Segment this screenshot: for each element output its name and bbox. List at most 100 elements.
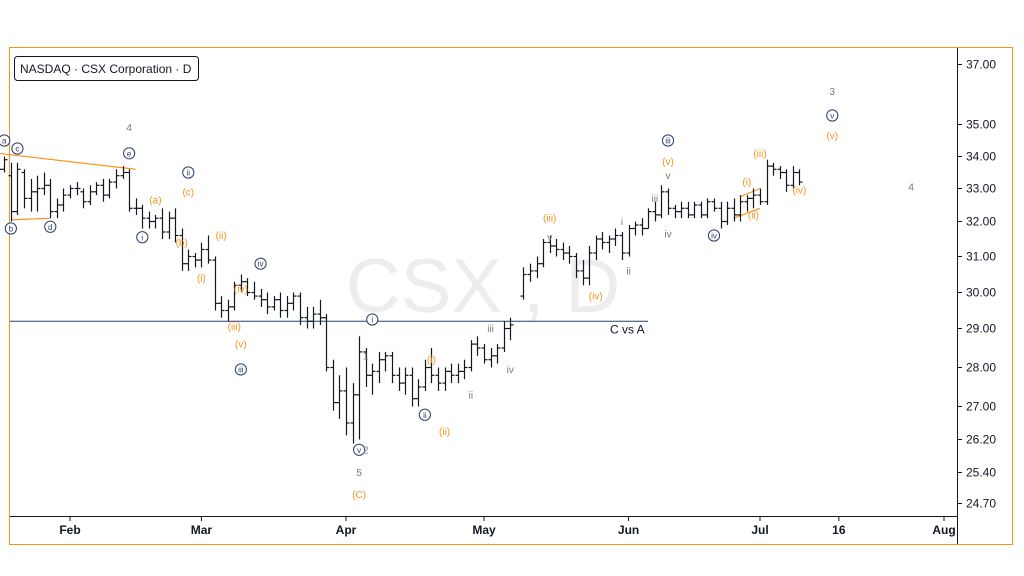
- ohlc-bar: [382, 351, 389, 372]
- wave-label-circled: e: [123, 147, 136, 160]
- wave-label: (iii): [543, 214, 556, 225]
- svg-text:e: e: [127, 149, 132, 158]
- wave-label: (C): [352, 490, 366, 501]
- wave-label: ii: [469, 390, 473, 401]
- ohlc-bar: [645, 208, 652, 230]
- ohlc-bar: [146, 211, 153, 229]
- y-tick-label: 25.40: [966, 466, 996, 480]
- ohlc-bar: [566, 246, 573, 264]
- svg-text:c: c: [15, 145, 19, 154]
- y-tick-label: 27.00: [966, 400, 996, 414]
- wave-label: (ii): [439, 427, 450, 438]
- ohlc-bar: [244, 278, 251, 297]
- wave-label: (i): [427, 355, 436, 366]
- ohlc-bar: [126, 169, 133, 212]
- ohlc-bar: [14, 162, 21, 215]
- ohlc-bar: [632, 221, 639, 236]
- ohlc-bar: [678, 201, 685, 219]
- wave-label: (v): [235, 340, 247, 351]
- wave-label: 5: [356, 468, 362, 479]
- ohlc-bar: [343, 367, 350, 436]
- wave-label: 4: [908, 182, 914, 193]
- y-tick-label: 26.20: [966, 433, 996, 447]
- ohlc-bar: [402, 367, 409, 395]
- symbol-legend-text: NASDAQ · CSX Corporation · D: [20, 62, 192, 76]
- ohlc-bar: [652, 201, 659, 222]
- ohlc-bars: [0, 156, 803, 444]
- ohlc-bar: [422, 359, 429, 391]
- ohlc-bar: [665, 188, 672, 215]
- ohlc-bar: [796, 169, 803, 186]
- ohlc-bar: [172, 208, 179, 243]
- ohlc-bar: [396, 367, 403, 391]
- ohlc-bar: [764, 159, 771, 205]
- ohlc-bar: [330, 359, 337, 411]
- y-axis-ticks: 37.00 35.00 34.00 33.00 32.00 31.00 30.00 29.00…: [957, 58, 996, 511]
- ohlc-bar: [757, 188, 764, 205]
- ohlc-bar: [80, 188, 87, 209]
- ohlc-bar: [448, 363, 455, 384]
- ohlc-bar: [336, 375, 343, 419]
- trendline[interactable]: [740, 187, 761, 198]
- wave-label: iii: [652, 194, 659, 205]
- ohlc-bar: [685, 201, 692, 219]
- horizontal-level[interactable]: C vs A: [10, 320, 648, 336]
- trendline[interactable]: [0, 152, 136, 170]
- wave-label: (ii): [748, 210, 759, 221]
- trendline[interactable]: [733, 207, 761, 219]
- ohlc-bar: [376, 351, 383, 384]
- wave-label: 2: [363, 445, 369, 456]
- ohlc-bar: [106, 178, 113, 199]
- wave-label: (c): [182, 187, 194, 198]
- wave-label: (a): [149, 196, 161, 207]
- ohlc-bar: [317, 299, 324, 325]
- ohlc-bar: [520, 267, 527, 300]
- ohlc-bar: [41, 172, 48, 196]
- trendlines[interactable]: [0, 152, 761, 221]
- y-tick-label: 35.00: [966, 118, 996, 132]
- ohlc-bar: [737, 195, 744, 222]
- ohlc-bar: [34, 175, 41, 212]
- ohlc-bar: [159, 208, 166, 239]
- x-tick-label: Jul: [751, 523, 768, 537]
- wave-label: iii: [487, 324, 494, 335]
- wave-label-circled: iii: [661, 134, 675, 147]
- y-tick-label: 34.00: [966, 150, 996, 164]
- wave-label-circled: ii: [418, 408, 431, 421]
- ohlc-bar: [356, 336, 363, 440]
- wave-label: (ii): [216, 231, 227, 242]
- ohlc-bar: [8, 162, 15, 222]
- ohlc-bar: [139, 205, 146, 229]
- ohlc-bar: [553, 239, 560, 257]
- symbol-legend[interactable]: NASDAQ · CSX Corporation · D: [14, 56, 199, 81]
- ohlc-bar: [284, 296, 291, 318]
- ohlc-bar: [238, 274, 245, 293]
- ohlc-bar: [527, 263, 534, 282]
- wave-label: (v): [826, 131, 838, 142]
- y-tick-label: 24.70: [966, 497, 996, 511]
- ohlc-bar: [639, 218, 646, 236]
- ohlc-bar: [560, 242, 567, 261]
- ohlc-bar: [691, 201, 698, 219]
- ohlc-bar: [277, 292, 284, 318]
- wave-label: (v): [662, 157, 674, 168]
- ohlc-bar: [606, 235, 613, 253]
- ohlc-bar: [704, 198, 711, 219]
- wave-label: i: [621, 217, 623, 228]
- ohlc-bar: [540, 239, 547, 268]
- ohlc-bar: [264, 292, 271, 315]
- wave-label: iv: [664, 229, 671, 240]
- ohlc-bar: [488, 348, 495, 368]
- svg-text:d: d: [48, 223, 52, 232]
- svg-text:i: i: [371, 316, 373, 325]
- ohlc-bar: [54, 198, 61, 219]
- wave-label-circled: ii: [182, 166, 195, 179]
- ohlc-bar: [599, 232, 606, 250]
- wave-label: 4: [126, 123, 132, 134]
- ohlc-bar: [271, 296, 278, 311]
- ohlc-bar: [389, 351, 396, 384]
- svg-text:v: v: [830, 112, 834, 121]
- trendline[interactable]: [10, 217, 51, 221]
